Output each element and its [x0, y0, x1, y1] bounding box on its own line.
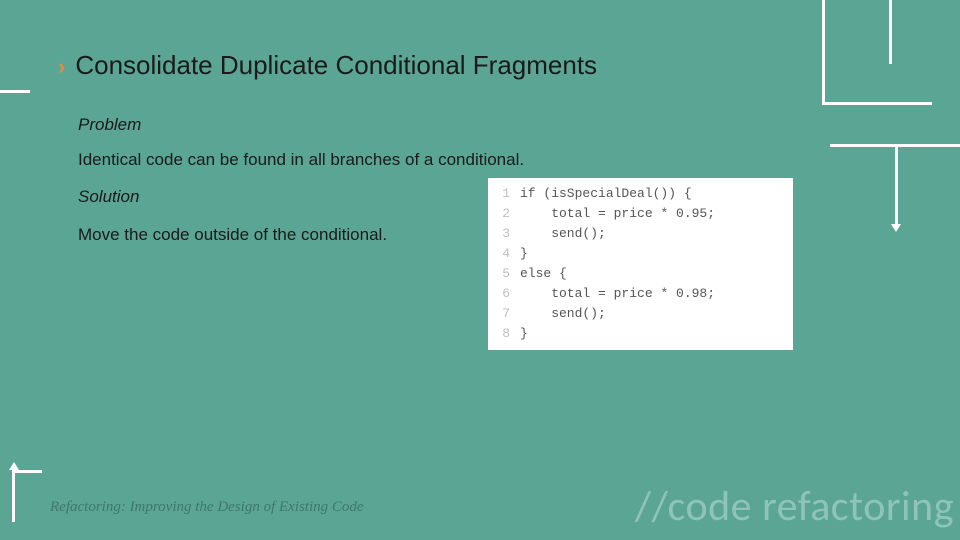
decoration-line — [822, 0, 932, 105]
line-number: 3 — [494, 224, 510, 244]
code-text: total = price * 0.95; — [520, 204, 715, 224]
arrow-down-icon — [891, 224, 901, 232]
line-number: 1 — [494, 184, 510, 204]
solution-label: Solution — [78, 187, 139, 207]
code-line: 6 total = price * 0.98; — [494, 284, 785, 304]
code-text: else { — [520, 264, 567, 284]
line-number: 6 — [494, 284, 510, 304]
code-line: 3 send(); — [494, 224, 785, 244]
footer-watermark: //code refactoring — [635, 481, 954, 532]
line-number: 4 — [494, 244, 510, 264]
solution-text: Move the code outside of the conditional… — [78, 225, 387, 245]
slide-title-row: › Consolidate Duplicate Conditional Frag… — [58, 50, 597, 81]
problem-label: Problem — [78, 115, 141, 135]
decoration-line — [895, 144, 898, 226]
code-text: send(); — [520, 304, 606, 324]
slide-title: Consolidate Duplicate Conditional Fragme… — [75, 50, 597, 81]
line-number: 5 — [494, 264, 510, 284]
code-line: 5 else { — [494, 264, 785, 284]
footer-source: Refactoring: Improving the Design of Exi… — [50, 499, 364, 516]
arrow-up-icon — [9, 462, 19, 470]
code-text: if (isSpecialDeal()) { — [520, 184, 692, 204]
code-line: 1 if (isSpecialDeal()) { — [494, 184, 785, 204]
code-text: } — [520, 244, 528, 264]
decoration-line — [889, 0, 892, 64]
code-line: 8} — [494, 324, 785, 344]
code-snippet: 1if (isSpecialDeal()) {2 total = price *… — [488, 178, 793, 350]
line-number: 8 — [494, 324, 510, 344]
decoration-line — [0, 90, 30, 93]
code-line: 2 total = price * 0.95; — [494, 204, 785, 224]
chevron-right-icon: › — [58, 54, 65, 80]
code-text: total = price * 0.98; — [520, 284, 715, 304]
decoration-line — [12, 470, 42, 522]
code-line: 4} — [494, 244, 785, 264]
code-line: 7 send(); — [494, 304, 785, 324]
line-number: 7 — [494, 304, 510, 324]
code-text: send(); — [520, 224, 606, 244]
line-number: 2 — [494, 204, 510, 224]
code-text: } — [520, 324, 528, 344]
problem-text: Identical code can be found in all branc… — [78, 150, 524, 170]
